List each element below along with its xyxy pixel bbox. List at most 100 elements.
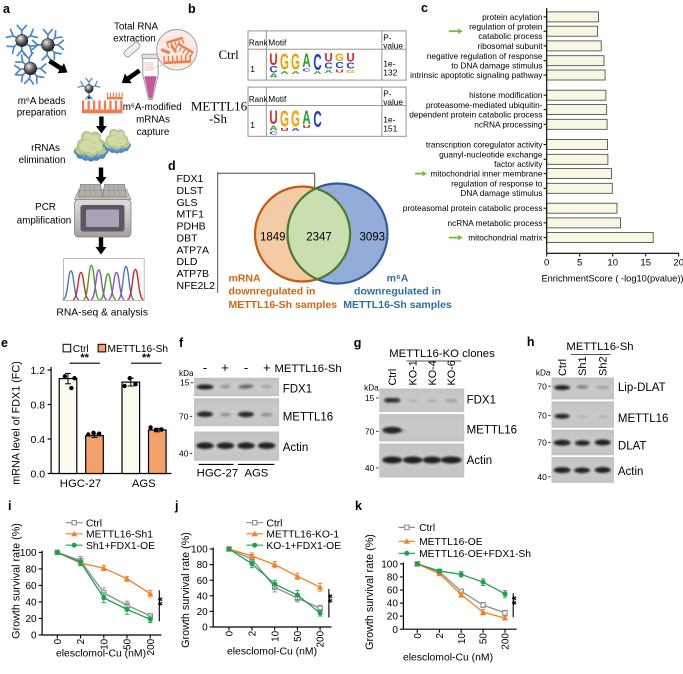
svg-text:0: 0 <box>225 630 236 636</box>
svg-text:METTL16-Sh samples: METTL16-Sh samples <box>343 299 452 311</box>
svg-text:**: ** <box>328 594 340 603</box>
svg-text:A: A <box>291 126 300 131</box>
svg-text:guanyl-nucleotide exchange: guanyl-nucleotide exchange <box>439 150 543 160</box>
svg-text:C: C <box>302 67 311 72</box>
svg-text:downregulated in: downregulated in <box>354 286 441 298</box>
svg-text:60: 60 <box>25 581 37 592</box>
svg-text:d: d <box>168 159 176 173</box>
svg-text:0: 0 <box>544 258 549 269</box>
svg-text:G: G <box>291 49 300 74</box>
svg-text:g: g <box>354 336 362 350</box>
svg-text:Lip-DLAT: Lip-DLAT <box>618 382 666 394</box>
svg-text:U: U <box>269 108 277 129</box>
svg-text:-: - <box>244 360 248 375</box>
svg-text:to DNA damage stimulus: to DNA damage stimulus <box>451 60 542 70</box>
svg-text:C: C <box>269 130 277 135</box>
svg-text:c: c <box>421 1 428 15</box>
svg-text:ATP7B: ATP7B <box>177 268 209 280</box>
svg-text:Ctrl: Ctrl <box>266 518 282 529</box>
svg-text:50: 50 <box>293 630 304 642</box>
svg-text:GLS: GLS <box>177 197 198 209</box>
svg-text:METTL16: METTL16 <box>283 412 334 424</box>
svg-text:G: G <box>291 106 300 131</box>
svg-text:C: C <box>324 62 332 71</box>
svg-text:1849: 1849 <box>260 232 286 244</box>
svg-text:+: + <box>221 360 229 375</box>
svg-text:Actin: Actin <box>467 455 493 467</box>
svg-text:rRNAs: rRNAs <box>31 143 60 154</box>
svg-text:20: 20 <box>25 614 37 625</box>
svg-text:200: 200 <box>316 630 327 647</box>
svg-text:Total RNA: Total RNA <box>114 22 159 33</box>
svg-text:U: U <box>280 126 288 131</box>
svg-text:RNA-seq & analysis: RNA-seq & analysis <box>56 308 148 319</box>
svg-text:1e-: 1e- <box>383 59 395 69</box>
svg-text:preparation: preparation <box>17 108 67 119</box>
svg-text:MTF1: MTF1 <box>177 209 205 221</box>
svg-text:Ctrl: Ctrl <box>387 369 399 386</box>
svg-text:i: i <box>8 499 11 513</box>
svg-text:40: 40 <box>537 472 547 482</box>
svg-text:70: 70 <box>537 411 547 421</box>
svg-text:80: 80 <box>197 560 209 571</box>
svg-text:AGS: AGS <box>132 478 156 490</box>
svg-text:METTL16-OE+FDX1-Sh: METTL16-OE+FDX1-Sh <box>419 549 531 560</box>
svg-text:G: G <box>335 52 344 64</box>
svg-text:70: 70 <box>537 381 547 391</box>
svg-text:mRNA level of FDX1 (FC): mRNA level of FDX1 (FC) <box>11 361 23 485</box>
svg-text:a: a <box>3 2 11 16</box>
svg-text:A: A <box>291 69 300 74</box>
svg-text:FDX1: FDX1 <box>177 173 204 185</box>
svg-text:Motif: Motif <box>268 94 287 104</box>
svg-text:Growth survival rate (%): Growth survival rate (%) <box>364 534 376 650</box>
svg-text:elimination: elimination <box>19 155 66 166</box>
svg-text:20: 20 <box>387 612 399 623</box>
svg-text:METTL16-Sh: METTL16-Sh <box>566 341 633 353</box>
svg-text:k: k <box>355 499 362 513</box>
svg-text:70: 70 <box>365 427 375 437</box>
svg-text:1e-: 1e- <box>383 115 395 125</box>
svg-text:132: 132 <box>383 67 397 77</box>
svg-text:AGS: AGS <box>244 468 268 480</box>
svg-text:20: 20 <box>197 607 209 618</box>
svg-text:protein acylation: protein acylation <box>482 12 543 22</box>
svg-text:regulation of response to: regulation of response to <box>451 179 543 189</box>
svg-text:regulation of protein: regulation of protein <box>469 22 543 32</box>
svg-text:40: 40 <box>365 463 375 473</box>
svg-text:j: j <box>174 499 178 513</box>
svg-text:e: e <box>1 336 8 350</box>
svg-text:METTL16-OE: METTL16-OE <box>419 537 483 548</box>
svg-text:METTL16-Sh samples: METTL16-Sh samples <box>229 299 338 311</box>
svg-text:Motif: Motif <box>268 38 287 48</box>
svg-text:downregulated in: downregulated in <box>229 286 316 298</box>
svg-text:C: C <box>346 62 354 71</box>
svg-text:m⁶A beads: m⁶A beads <box>18 96 66 107</box>
svg-text:+: + <box>263 360 271 375</box>
svg-text:2: 2 <box>435 633 446 639</box>
svg-text:0: 0 <box>392 625 398 636</box>
svg-text:PCR: PCR <box>35 202 56 213</box>
svg-text:1: 1 <box>250 120 255 130</box>
svg-text:P-: P- <box>383 89 392 99</box>
svg-text:200: 200 <box>146 638 157 655</box>
svg-text:DLST: DLST <box>177 185 204 197</box>
svg-text:mitochondrial inner membrane: mitochondrial inner membrane <box>430 169 542 179</box>
svg-text:HGC-27: HGC-27 <box>197 468 238 480</box>
svg-text:G: G <box>346 68 355 73</box>
svg-text:80: 80 <box>387 573 399 584</box>
svg-text:40: 40 <box>387 599 399 610</box>
svg-text:0.0: 0.0 <box>30 468 45 480</box>
svg-text:factor activity: factor activity <box>494 159 543 169</box>
svg-text:h: h <box>527 335 535 349</box>
svg-text:amplification: amplification <box>17 216 71 227</box>
svg-text:40: 40 <box>25 598 37 609</box>
svg-text:A: A <box>302 108 311 129</box>
svg-text:**: ** <box>142 352 151 364</box>
svg-text:151: 151 <box>383 123 397 133</box>
svg-text:DBT: DBT <box>177 232 199 244</box>
svg-text:Growth survival rate (%): Growth survival rate (%) <box>11 523 23 639</box>
svg-text:U: U <box>269 51 277 70</box>
svg-text:DNA damage stimulus: DNA damage stimulus <box>460 188 542 198</box>
svg-text:**: ** <box>512 596 524 605</box>
svg-text:0: 0 <box>53 638 64 644</box>
